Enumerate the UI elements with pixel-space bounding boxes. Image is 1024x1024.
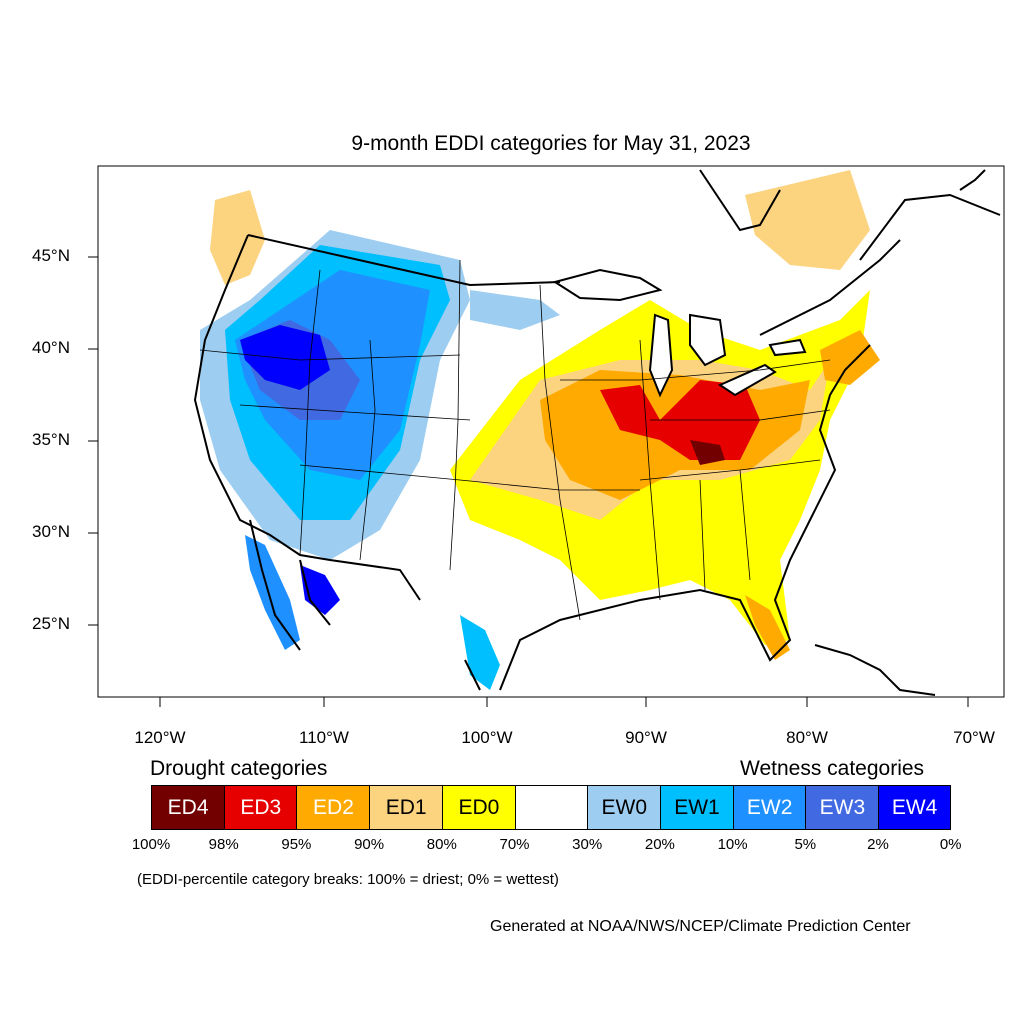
legend-category: EW1	[659, 785, 734, 830]
legend-category: EW3	[805, 785, 879, 830]
lake-superior	[552, 268, 663, 302]
lat-label: 40°N	[32, 338, 70, 357]
canada-coastline	[699, 169, 1001, 261]
legend-category: EW2	[732, 785, 806, 830]
map-border	[97, 165, 1005, 698]
lake-erie	[717, 363, 777, 397]
category-note: (EDDI-percentile category breaks: 100% =…	[137, 871, 559, 888]
legend-break-label: 0%	[939, 836, 962, 853]
legend-category: ED4	[151, 785, 225, 830]
legend-break-label: 30%	[572, 836, 603, 853]
lon-label: 110°W	[299, 728, 349, 747]
legend-category	[514, 785, 588, 830]
wet-region-ew4-sonora	[300, 565, 340, 615]
legend-category: ED3	[223, 785, 297, 830]
lon-label: 80°W	[786, 728, 828, 747]
drought-region-ed4	[690, 440, 725, 465]
map-field	[193, 169, 1001, 696]
drought-region-pnw	[210, 190, 265, 285]
legend-category: ED2	[296, 785, 370, 830]
lon-label: 100°W	[461, 728, 513, 747]
legend-category: EW4	[878, 785, 952, 830]
legend-break-label: 2%	[867, 836, 889, 853]
legend-break-label: 95%	[281, 836, 312, 853]
legend-break-label: 90%	[354, 836, 385, 853]
lon-label: 70°W	[953, 728, 995, 747]
mexico-coastline	[249, 519, 481, 691]
legend-category: ED0	[441, 785, 515, 830]
legend-category: ED1	[369, 785, 443, 830]
legend-break-label: 100%	[131, 836, 171, 853]
lake-huron	[689, 313, 727, 367]
wet-region-ew4-great-basin	[240, 325, 330, 390]
lat-label: 25°N	[32, 614, 70, 633]
axis-ticks	[88, 256, 969, 707]
lon-label: 120°W	[134, 728, 186, 747]
legend-break-label: 98%	[208, 836, 239, 853]
legend-break-label: 80%	[426, 836, 457, 853]
legend-break-label: 70%	[499, 836, 530, 853]
lat-label: 35°N	[32, 430, 70, 449]
us-coastline	[193, 234, 901, 691]
map-title: 9-month EDDI categories for May 31, 2023	[351, 132, 751, 155]
drought-heading: Drought categories	[150, 757, 328, 780]
lat-label: 45°N	[32, 246, 70, 265]
legend-break-label: 5%	[794, 836, 817, 853]
cuba-outline	[814, 644, 936, 696]
state-borders	[199, 259, 831, 621]
wet-region-baja	[245, 535, 300, 650]
wet-region-dakotas	[470, 290, 560, 330]
legend-break-label: 10%	[717, 836, 748, 853]
lake-ontario	[768, 338, 807, 357]
drought-region-northeast	[820, 330, 880, 385]
legend-break-label: 20%	[644, 836, 675, 853]
legend-category: EW0	[587, 785, 661, 830]
lat-label: 30°N	[32, 522, 70, 541]
drought-region-florida	[745, 595, 790, 660]
wetness-heading: Wetness categories	[740, 757, 925, 780]
lake-michigan	[648, 313, 674, 398]
credit-line: Generated at NOAA/NWS/NCEP/Climate Predi…	[490, 918, 911, 935]
lon-label: 90°W	[625, 728, 667, 747]
